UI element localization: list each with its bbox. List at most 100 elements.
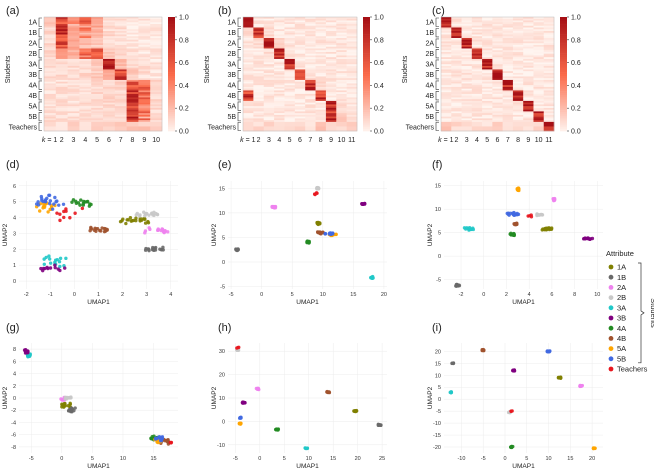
heatmap-cell (441, 22, 452, 25)
heatmap-cell (523, 50, 534, 53)
heatmap-cell (325, 106, 337, 109)
heatmap-cell (512, 107, 524, 110)
heatmap-cell (471, 22, 483, 25)
heatmap-cell (103, 43, 116, 46)
panel-label: (f) (432, 159, 442, 171)
heatmap-cell (441, 106, 452, 109)
heatmap-cell (103, 62, 116, 65)
heatmap-cell (91, 23, 104, 27)
heatmap-cell (284, 97, 296, 100)
heatmap-cell (533, 46, 545, 49)
heatmap-cell (533, 102, 545, 105)
heatmap-cell (523, 48, 534, 51)
heatmap-cell (243, 27, 254, 30)
heatmap-cell (67, 51, 80, 55)
heatmap-cell (103, 65, 116, 68)
heatmap-frame (43, 16, 163, 132)
heatmap-cell (461, 81, 473, 84)
data-point (545, 349, 549, 354)
heatmap-cell (336, 37, 347, 41)
data-point (72, 408, 76, 413)
heatmap-cell (451, 65, 462, 68)
heatmap-cell (512, 72, 524, 75)
heatmap-cell (451, 81, 462, 84)
heatmap-cell (126, 30, 139, 34)
heatmap-cell (305, 58, 316, 61)
heatmap-cell (461, 121, 473, 127)
heatmap-cell (243, 29, 254, 32)
group-tick-label: 1B (28, 30, 37, 37)
heatmap-cell (138, 46, 151, 49)
heatmap-cell (253, 23, 265, 27)
heatmap-cell (336, 34, 347, 37)
heatmap-cell (533, 126, 545, 132)
heatmap-cell (79, 102, 92, 105)
heatmap-cell (294, 20, 306, 23)
heatmap-cell (274, 48, 285, 51)
heatmap-cell (126, 86, 139, 89)
heatmap-cell (243, 32, 254, 35)
heatmap-cell (284, 79, 296, 82)
heatmap-cell (492, 71, 503, 74)
heatmap-cell (315, 46, 327, 49)
heatmap-cell (103, 22, 116, 25)
heatmap-cell (533, 64, 545, 67)
heatmap-cell (55, 50, 68, 53)
heatmap-cell (325, 104, 337, 107)
colorbar-step (168, 129, 175, 132)
heatmap-cell (263, 74, 275, 77)
heatmap-cell (284, 78, 296, 81)
heatmap-cell (482, 25, 493, 28)
heatmap-cell (336, 121, 347, 127)
heatmap-cell (543, 64, 555, 67)
heatmap-cell (284, 100, 296, 103)
heatmap-cell (336, 120, 347, 123)
heatmap-cell (492, 43, 503, 46)
heatmap-cell (325, 17, 337, 20)
group-tick-label: 1A (227, 20, 236, 27)
data-point (57, 260, 62, 264)
heatmap-cell (533, 43, 545, 46)
heatmap-cell (533, 120, 545, 123)
data-point (71, 198, 76, 202)
heatmap-cell (114, 74, 127, 77)
colorbar-step (168, 96, 175, 99)
heatmap-cell (502, 126, 514, 132)
heatmap-cell (543, 17, 555, 20)
heatmap-cell (533, 27, 545, 30)
heatmap-cell (461, 99, 473, 102)
heatmap-cell (315, 104, 327, 107)
heatmap-cell (461, 32, 473, 35)
heatmap-cell (126, 102, 139, 105)
heatmap-cell (502, 39, 514, 42)
heatmap-cell (138, 86, 151, 89)
heatmap-cell (284, 67, 296, 70)
heatmap-cell (55, 97, 68, 100)
heatmap-cell (451, 107, 462, 110)
group-tick-label: 3B (425, 72, 434, 79)
heatmap-cell (451, 69, 462, 72)
heatmap-cell (44, 107, 57, 110)
heatmap-cell (305, 17, 316, 20)
heatmap-cell (512, 97, 524, 100)
heatmap-cell (44, 76, 57, 79)
column-tick-label: 2 (257, 137, 261, 144)
colorbar-step (168, 91, 175, 94)
heatmap-cell (263, 90, 275, 93)
heatmap-cell (471, 46, 483, 49)
colorbar-step (560, 127, 567, 130)
heatmap-cell (44, 79, 57, 82)
heatmap-cell (103, 74, 116, 77)
data-point (24, 350, 28, 354)
heatmap-cell (263, 111, 275, 114)
heatmap-cell (263, 53, 275, 56)
heatmap-cell (91, 93, 104, 96)
heatmap-cell (451, 102, 462, 105)
x-tick-label: 3 (145, 292, 148, 298)
heatmap-cell (441, 55, 452, 58)
heatmap-cell (492, 79, 503, 82)
heatmap-cell (103, 116, 116, 119)
x-tick-label: 5 (291, 292, 294, 298)
heatmap-cell (441, 64, 452, 67)
heatmap-cell (482, 90, 493, 93)
